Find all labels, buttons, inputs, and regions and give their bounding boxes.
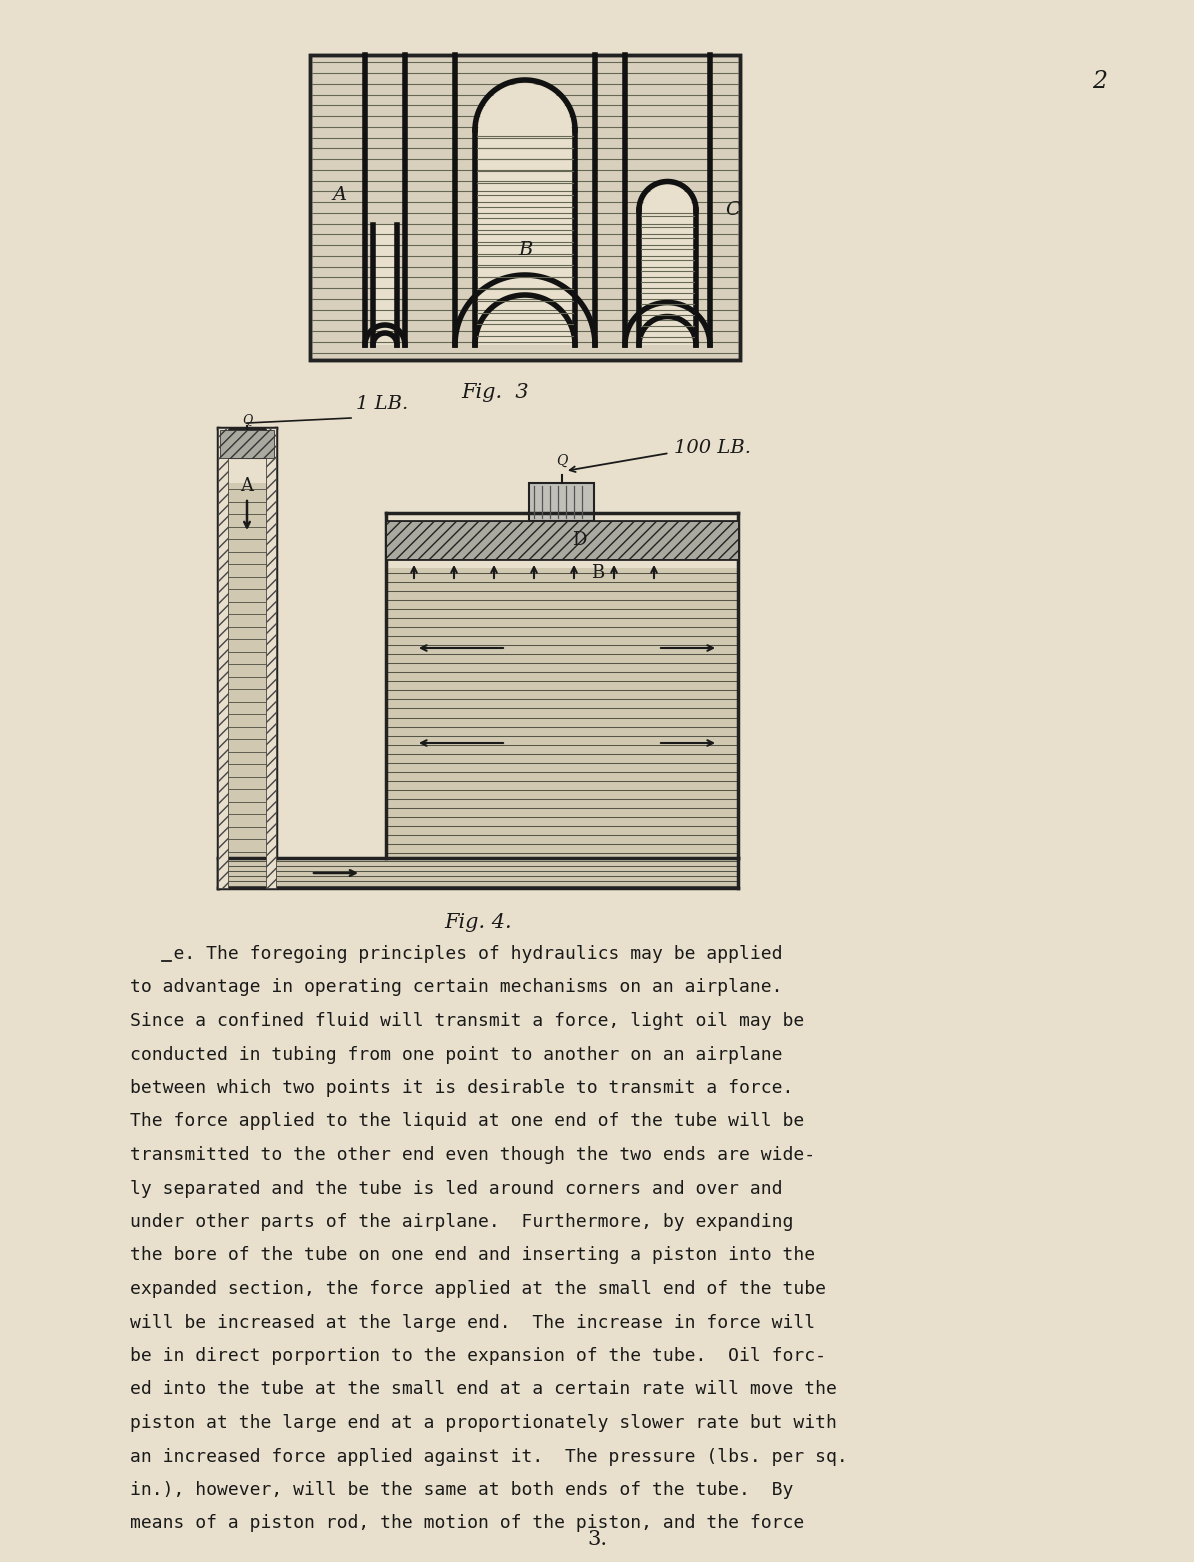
Text: A: A: [333, 186, 347, 205]
Bar: [219, 858, 738, 889]
Bar: [476, 130, 573, 345]
Bar: [386, 522, 738, 559]
Text: C: C: [725, 201, 740, 219]
Text: means of a piston rod, the motion of the piston, and the force: means of a piston rod, the motion of the…: [130, 1515, 805, 1532]
Bar: [529, 483, 595, 522]
Bar: [641, 209, 694, 345]
Text: e. The foregoing principles of hydraulics may be applied: e. The foregoing principles of hydraulic…: [130, 945, 782, 964]
Text: ly separated and the tube is led around corners and over and: ly separated and the tube is led around …: [130, 1179, 782, 1198]
Bar: [386, 569, 738, 858]
Bar: [220, 430, 273, 458]
Text: A: A: [240, 476, 253, 495]
Bar: [375, 225, 395, 345]
Text: 100 LB.: 100 LB.: [675, 439, 751, 458]
Text: D: D: [572, 531, 586, 548]
Bar: [266, 428, 276, 889]
Text: the bore of the tube on one end and inserting a piston into the: the bore of the tube on one end and inse…: [130, 1246, 816, 1265]
Text: under other parts of the airplane.  Furthermore, by expanding: under other parts of the airplane. Furth…: [130, 1214, 793, 1231]
Text: 1 LB.: 1 LB.: [356, 395, 408, 412]
Text: 3.: 3.: [587, 1531, 607, 1550]
Bar: [220, 483, 273, 858]
Bar: [386, 522, 738, 559]
Text: Since a confined fluid will transmit a force, light oil may be: Since a confined fluid will transmit a f…: [130, 1012, 805, 1029]
Text: B: B: [518, 241, 533, 259]
Text: B: B: [591, 564, 604, 583]
Text: Q: Q: [556, 455, 567, 469]
Bar: [220, 430, 273, 458]
Text: Fig.  3: Fig. 3: [461, 383, 529, 401]
Text: 2: 2: [1093, 70, 1108, 94]
Bar: [310, 55, 740, 359]
Polygon shape: [644, 186, 693, 209]
Text: transmitted to the other end even though the two ends are wide-: transmitted to the other end even though…: [130, 1147, 816, 1164]
Text: Q: Q: [242, 412, 252, 426]
Text: The force applied to the liquid at one end of the tube will be: The force applied to the liquid at one e…: [130, 1112, 805, 1131]
Text: conducted in tubing from one point to another on an airplane: conducted in tubing from one point to an…: [130, 1045, 782, 1064]
Text: an increased force applied against it.  The pressure (lbs. per sq.: an increased force applied against it. T…: [130, 1448, 848, 1465]
Text: will be increased at the large end.  The increase in force will: will be increased at the large end. The …: [130, 1314, 816, 1331]
Text: piston at the large end at a proportionately slower rate but with: piston at the large end at a proportiona…: [130, 1414, 837, 1432]
Bar: [310, 55, 740, 359]
Polygon shape: [479, 84, 571, 130]
Text: ed into the tube at the small end at a certain rate will move the: ed into the tube at the small end at a c…: [130, 1381, 837, 1398]
Text: in.), however, will be the same at both ends of the tube.  By: in.), however, will be the same at both …: [130, 1481, 793, 1500]
Text: between which two points it is desirable to transmit a force.: between which two points it is desirable…: [130, 1079, 793, 1097]
Bar: [219, 428, 228, 889]
Text: be in direct porportion to the expansion of the tube.  Oil forc-: be in direct porportion to the expansion…: [130, 1346, 826, 1365]
Text: expanded section, the force applied at the small end of the tube: expanded section, the force applied at t…: [130, 1279, 826, 1298]
Text: to advantage in operating certain mechanisms on an airplane.: to advantage in operating certain mechan…: [130, 978, 782, 997]
Text: Fig. 4.: Fig. 4.: [444, 914, 512, 933]
